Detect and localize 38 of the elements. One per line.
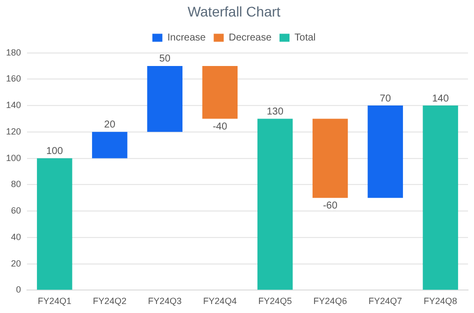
x-tick-label: FY24Q3 [148,296,182,306]
bar [368,106,403,198]
bar [312,118,348,198]
bar [202,66,238,119]
data-label: 20 [104,120,116,131]
y-tick-label: 180 [6,47,22,58]
bar [422,106,458,290]
x-tick-label: FY24Q1 [38,296,72,306]
bar [257,118,293,290]
data-label: 100 [46,146,64,158]
bar [92,132,128,158]
data-label: -60 [322,200,338,212]
data-label: 50 [159,54,171,65]
legend-label: Decrease [228,32,272,44]
legend-label: Total [294,32,316,44]
y-tick-label: 0 [16,284,22,295]
x-tick-label: FY24Q8 [424,296,458,306]
y-tick-label: 80 [11,179,22,190]
x-tick-label: FY24Q7 [368,296,402,306]
x-tick-label: FY24Q5 [258,296,292,306]
y-tick-label: 100 [6,152,22,163]
x-tick-label: FY24Q2 [92,296,126,306]
bar [36,158,72,290]
data-label: -40 [212,121,228,132]
chart-title: Waterfall Chart [188,3,281,20]
bar [147,66,182,132]
y-tick-label: 40 [11,232,22,242]
data-label: 70 [380,93,392,104]
legend-label: Increase [167,32,206,44]
data-label: 140 [432,93,450,104]
x-tick-label: FY24Q6 [313,296,347,306]
y-tick-label: 140 [6,100,22,110]
y-tick-label: 120 [6,126,22,136]
y-tick-label: 20 [11,258,22,268]
x-tick-label: FY24Q4 [203,296,237,306]
y-tick-label: 160 [6,74,22,84]
y-tick-label: 60 [11,206,22,216]
data-label: 130 [266,106,284,118]
